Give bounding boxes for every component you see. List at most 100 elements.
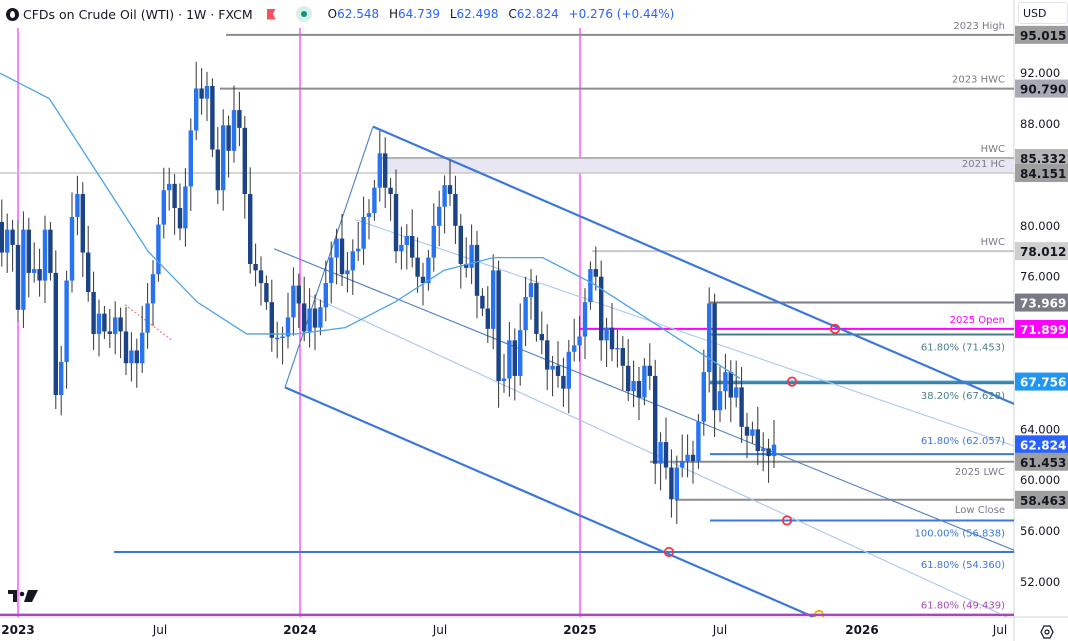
candle — [447, 185, 453, 195]
candle — [491, 270, 496, 329]
candle — [96, 313, 102, 334]
candle — [285, 317, 291, 337]
candle — [615, 347, 620, 350]
candle — [431, 225, 436, 258]
candle — [32, 269, 37, 273]
time-tick: Jul — [992, 623, 1007, 637]
candle — [264, 283, 269, 303]
candle — [350, 251, 355, 271]
candle — [366, 213, 372, 217]
candle — [399, 244, 404, 252]
open-value: 62.548 — [337, 7, 380, 21]
price-axis-badge-label: 78.012 — [1020, 245, 1066, 259]
candle — [496, 270, 501, 382]
level-label: HWC — [981, 144, 1005, 155]
candle — [383, 153, 388, 188]
candle — [86, 252, 91, 292]
candle — [145, 303, 150, 333]
candle — [653, 375, 658, 464]
candle — [15, 244, 21, 310]
candle — [464, 264, 469, 268]
candle — [291, 285, 296, 318]
price-axis-badge — [1015, 319, 1068, 338]
plot-area — [0, 28, 1014, 617]
price-axis-badge — [1015, 452, 1068, 471]
candle — [485, 308, 490, 329]
candle — [480, 295, 485, 309]
candle — [91, 291, 96, 334]
time-tick: 2026 — [845, 623, 878, 637]
candle — [345, 270, 350, 275]
market-status-dot-icon[interactable] — [295, 6, 312, 22]
candle — [599, 276, 604, 341]
candle — [280, 336, 285, 339]
candle — [404, 236, 409, 245]
change-value: +0.276 (+0.44%) — [568, 7, 675, 21]
candle — [102, 313, 107, 332]
candle — [167, 183, 172, 191]
candle — [669, 467, 674, 500]
candle — [226, 125, 231, 151]
candle — [42, 229, 48, 281]
price-axis-badge-label: 73.969 — [1020, 297, 1066, 311]
candle — [458, 225, 463, 264]
candle — [582, 302, 588, 337]
candle — [64, 280, 69, 362]
price-axis-badge-label: 90.790 — [1020, 83, 1066, 97]
level-label: 61.80% (49.439) — [921, 601, 1005, 612]
candle — [604, 327, 609, 341]
flag-icon[interactable] — [266, 8, 276, 20]
price-tick: 80.000 — [1020, 219, 1060, 233]
candle — [318, 307, 323, 328]
channel-line — [284, 386, 816, 617]
candle — [150, 274, 156, 304]
candle — [237, 110, 242, 128]
candle — [410, 236, 415, 258]
candle — [48, 229, 53, 273]
time-tick: 2025 — [563, 623, 596, 637]
close-label: C — [508, 7, 517, 21]
currency-selector[interactable]: USD — [1018, 2, 1068, 24]
chart-settings-icon[interactable] — [1040, 625, 1054, 639]
price-axis-badge — [1015, 25, 1068, 44]
time-tick: 2024 — [283, 623, 316, 637]
candle — [555, 365, 561, 376]
chart-header: CFDs on Crude Oil (WTI) · 1W · FXCM O62.… — [0, 0, 680, 28]
candle — [474, 244, 480, 296]
price-tick: 52.000 — [1020, 575, 1060, 589]
candle — [140, 332, 145, 364]
candle — [10, 229, 15, 245]
price-axis-badge-label: 85.332 — [1020, 152, 1066, 166]
resistance-zone — [380, 158, 1014, 174]
tradingview-logo-icon[interactable] — [8, 588, 40, 604]
candle — [372, 187, 377, 214]
symbol-title[interactable]: CFDs on Crude Oil (WTI) · 1W · FXCM — [23, 6, 253, 22]
candle — [172, 183, 177, 209]
candle — [734, 387, 739, 398]
candle — [566, 351, 571, 389]
candle — [231, 110, 237, 151]
price-axis-badge — [1015, 242, 1068, 261]
candle — [642, 365, 647, 398]
candle — [588, 269, 593, 303]
price-axis-badge — [1015, 372, 1068, 391]
candle — [636, 381, 642, 398]
candle — [550, 365, 555, 370]
candle — [59, 361, 64, 396]
candle — [161, 190, 166, 225]
candle — [69, 216, 75, 281]
candle — [512, 340, 517, 376]
level-label: 2023 HWC — [952, 75, 1005, 86]
candle — [739, 387, 744, 427]
candle — [696, 421, 701, 462]
candle — [631, 381, 636, 392]
candle — [129, 350, 134, 364]
candle — [609, 327, 615, 350]
time-tick: Jul — [152, 623, 167, 637]
candle — [269, 302, 274, 338]
candle — [572, 345, 577, 352]
candle — [577, 336, 582, 346]
candle — [53, 272, 58, 396]
candle — [469, 244, 474, 268]
